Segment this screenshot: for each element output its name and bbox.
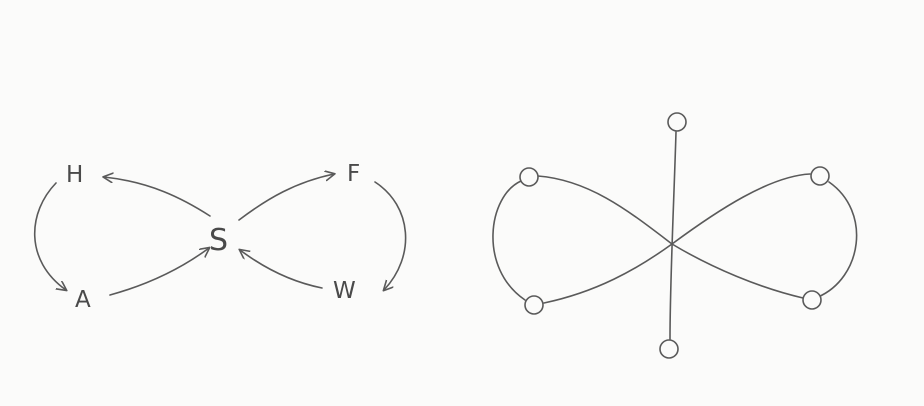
edge-a-to-s [109, 248, 209, 296]
edge-s-to-h [104, 177, 211, 217]
edge-h-to-a [33, 182, 66, 290]
node-circle-left-top [519, 167, 539, 187]
edge-right-loop [817, 181, 858, 298]
node-label-s: S [209, 223, 228, 258]
node-circle-top [667, 112, 687, 132]
circle-figure-eight-diagram [492, 112, 858, 359]
edge-s-to-f [238, 174, 334, 221]
node-label-h: H [66, 162, 83, 188]
edge-w-to-s [240, 250, 323, 289]
node-circle-bottom [659, 339, 679, 359]
edge-top-to-bottom [669, 131, 677, 340]
node-label-a: A [75, 287, 91, 313]
labeled-figure-eight-diagram: H A S F W [33, 161, 407, 313]
node-circle-left-bottom [524, 295, 544, 315]
node-circle-right-bottom [802, 290, 822, 310]
node-label-w: W [333, 278, 356, 304]
edge-left-loop [492, 180, 526, 301]
edge-f-to-w [374, 181, 407, 290]
edge-left-bottom-to-right-top [543, 173, 811, 304]
node-label-f: F [347, 161, 360, 187]
node-circle-right-top [810, 166, 830, 186]
